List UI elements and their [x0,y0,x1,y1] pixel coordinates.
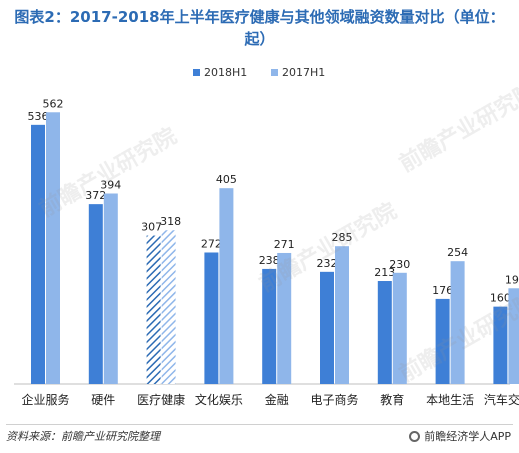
data-label-2017h1-9: 198 [505,273,519,286]
data-label-2018h1-7: 213 [374,266,395,279]
bar-2018h1-4 [204,252,219,384]
data-label-2017h1-1: 562 [43,97,64,110]
data-label-2018h1-5: 238 [259,254,280,267]
data-label-2018h1-6: 232 [317,257,338,270]
bar-2017h1-2 [103,193,118,384]
data-label-2018h1-4: 272 [201,237,222,250]
x-tick-label-6: 电子商务 [310,392,358,407]
bar-2017h1-8 [450,261,465,384]
x-tick-label-3: 医疗健康 [137,392,185,407]
x-tick-label-1: 企业服务 [21,392,69,407]
bar-2018h1-2 [88,204,103,384]
bar-2018h1-7 [377,281,392,384]
data-label-2017h1-5: 271 [274,238,295,251]
data-label-2017h1-4: 405 [216,173,237,186]
bar-2018h1-6 [320,271,334,384]
data-label-2017h1-2: 394 [100,179,121,192]
bar-2017h1-3 [161,230,176,384]
legend-swatch-2018h1 [193,69,200,76]
legend-swatch-2017h1 [271,69,278,76]
source-note: 资料来源：前瞻产业研究院整理 [6,430,160,443]
x-tick-label-2: 硬件 [91,393,115,407]
data-label-2017h1-7: 230 [389,258,410,271]
chart-title-line2: 起） [244,30,275,48]
brand-name: 前瞻经济学人APP [424,430,511,443]
bar-2017h1-6 [335,246,349,384]
bar-2018h1-5 [262,268,277,384]
bar-2018h1-1 [31,124,45,385]
bar-2018h1-9 [493,306,508,384]
footer-divider [6,424,513,425]
x-tick-label-9: 汽车交通 [484,392,519,407]
brand: 前瞻经济学人APP [409,428,511,444]
bar-2017h1-4 [219,188,234,384]
x-tick-label-5: 金融 [265,392,289,407]
data-label-2018h1-8: 176 [432,284,453,297]
data-label-2017h1-8: 254 [447,246,468,259]
x-tick-label-7: 教育 [380,392,404,407]
bar-2018h1-3 [146,235,161,384]
data-label-2018h1-1: 536 [28,110,49,123]
bar-2018h1-8 [435,298,450,384]
legend-item-2018h1: 2018H1 [193,66,247,79]
bar-2017h1-9 [508,288,519,384]
bar-2017h1-1 [46,112,60,384]
chart-title: 图表2：2017-2018年上半年医疗健康与其他领域融资数量对比（单位： 起） [0,6,519,50]
data-label-2018h1-3: 307 [141,221,162,234]
legend-item-2017h1: 2017H1 [271,66,325,79]
data-label-2018h1-9: 160 [490,292,511,305]
data-label-2017h1-3: 318 [160,215,181,228]
bar-2017h1-5 [277,252,292,384]
x-tick-label-4: 文化娱乐 [195,392,243,407]
x-tick-label-8: 本地生活 [426,393,474,407]
brand-logo-icon [409,430,421,442]
legend-label-2018h1: 2018H1 [204,66,248,79]
data-label-2017h1-6: 285 [332,231,353,244]
legend-label-2017h1: 2017H1 [282,66,326,79]
chart-title-line1: 图表2：2017-2018年上半年医疗健康与其他领域融资数量对比（单位： [14,8,505,26]
data-label-2018h1-2: 372 [85,189,106,202]
bar-2017h1-7 [392,272,407,384]
